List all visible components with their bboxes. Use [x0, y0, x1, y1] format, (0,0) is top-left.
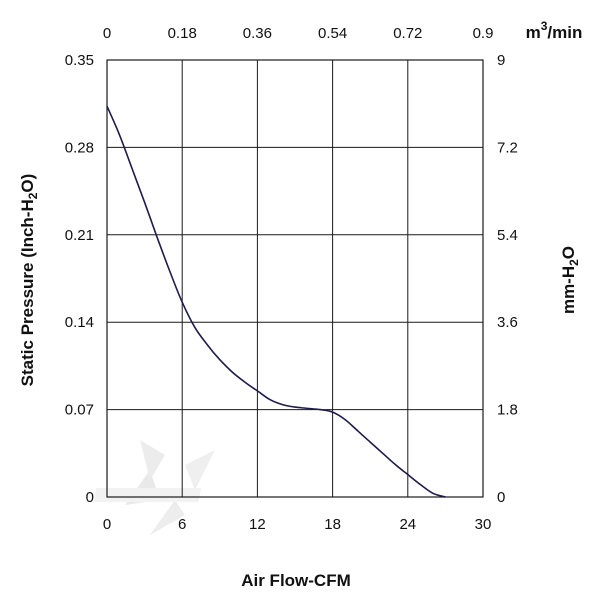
plot-frame: [106, 59, 484, 498]
vent-logo-watermark: [93, 440, 215, 535]
x-axis-title: Air Flow-CFM: [241, 571, 351, 590]
y-tick-label: 0.14: [65, 314, 94, 331]
y2-tick-label: 7.2: [497, 139, 518, 156]
y2-tick-label: 1.8: [497, 402, 518, 419]
x-tick-label: 12: [249, 516, 266, 533]
x2-tick-label: 0.18: [168, 25, 197, 42]
x-tick-label: 30: [475, 516, 492, 533]
x2-tick-label: 0: [103, 25, 111, 42]
y2-tick-label: 5.4: [497, 227, 518, 244]
y-tick-label: 0: [86, 489, 94, 506]
left-axis-title: Static Pressure (Inch-H2O): [18, 174, 40, 387]
pressure-flow-curve: [106, 105, 446, 498]
x2-tick-label: 0.9: [473, 25, 494, 42]
y2-tick-label: 0: [497, 489, 505, 506]
x-tick-label: 0: [103, 516, 111, 533]
y2-tick-label: 3.6: [497, 314, 518, 331]
x-tick-label: 18: [324, 516, 341, 533]
right-axis-title: mm-H2O: [559, 246, 581, 314]
y-tick-label: 0.35: [65, 52, 94, 69]
chart-grid: [107, 60, 483, 497]
right-axis-ticks: 0 1.8 3.6 5.4 7.2 9: [497, 52, 518, 506]
top-axis-title: m3/min: [526, 19, 583, 42]
x-tick-label: 6: [178, 516, 186, 533]
y-tick-label: 0.28: [65, 139, 94, 156]
x2-tick-label: 0.54: [318, 25, 347, 42]
top-axis-ticks: 0 0.18 0.36 0.54 0.72 0.9: [103, 25, 494, 42]
x2-tick-label: 0.36: [243, 25, 272, 42]
y-tick-label: 0.21: [65, 227, 94, 244]
y-tick-label: 0.07: [65, 402, 94, 419]
x2-tick-label: 0.72: [393, 25, 422, 42]
x-tick-label: 24: [399, 516, 416, 533]
bottom-axis-ticks: 0 6 12 18 24 30: [103, 516, 492, 533]
y2-tick-label: 9: [497, 52, 505, 69]
left-axis-ticks: 0 0.07 0.14 0.21 0.28 0.35: [65, 52, 94, 506]
